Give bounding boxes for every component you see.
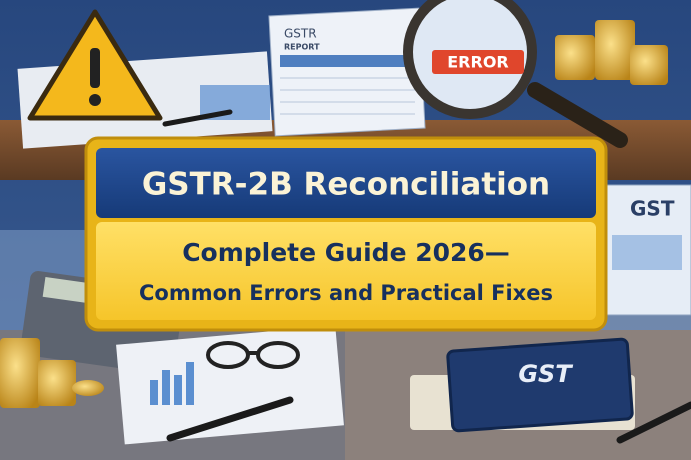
paper: [116, 325, 344, 445]
subtitle-panel: [96, 222, 596, 320]
pen: [616, 401, 691, 444]
glasses: [206, 341, 300, 369]
banner-subtitle: Common Errors and Practical Fixes: [139, 281, 553, 305]
report-header: GSTR: [284, 27, 317, 41]
magnifier-handle: [527, 82, 628, 148]
pen: [162, 109, 233, 127]
book-cover: [446, 337, 634, 433]
coin: [72, 380, 104, 396]
report-sub: REPORT: [284, 43, 320, 52]
paper-bars: [150, 362, 194, 405]
report-header-row: [280, 55, 415, 67]
book-label: GST: [518, 360, 573, 388]
coin-stack: [0, 338, 40, 408]
coin-stack: [595, 20, 635, 80]
title-band: [96, 148, 596, 218]
screen-label: GST: [630, 197, 675, 221]
coin-stack: [630, 45, 668, 85]
report-lines: [280, 77, 415, 115]
screen-chart: [612, 235, 682, 270]
error-tag: [432, 50, 524, 74]
coin-stack: [555, 35, 595, 80]
error-text: ERROR: [447, 53, 509, 72]
pen: [166, 396, 294, 442]
banner-subtitle: Complete Guide 2026—: [182, 238, 510, 267]
warning-bar: [90, 48, 100, 88]
warning-dot: [89, 94, 101, 106]
coin-stack: [38, 360, 76, 406]
banner-title: GSTR-2B Reconciliation: [142, 167, 550, 203]
